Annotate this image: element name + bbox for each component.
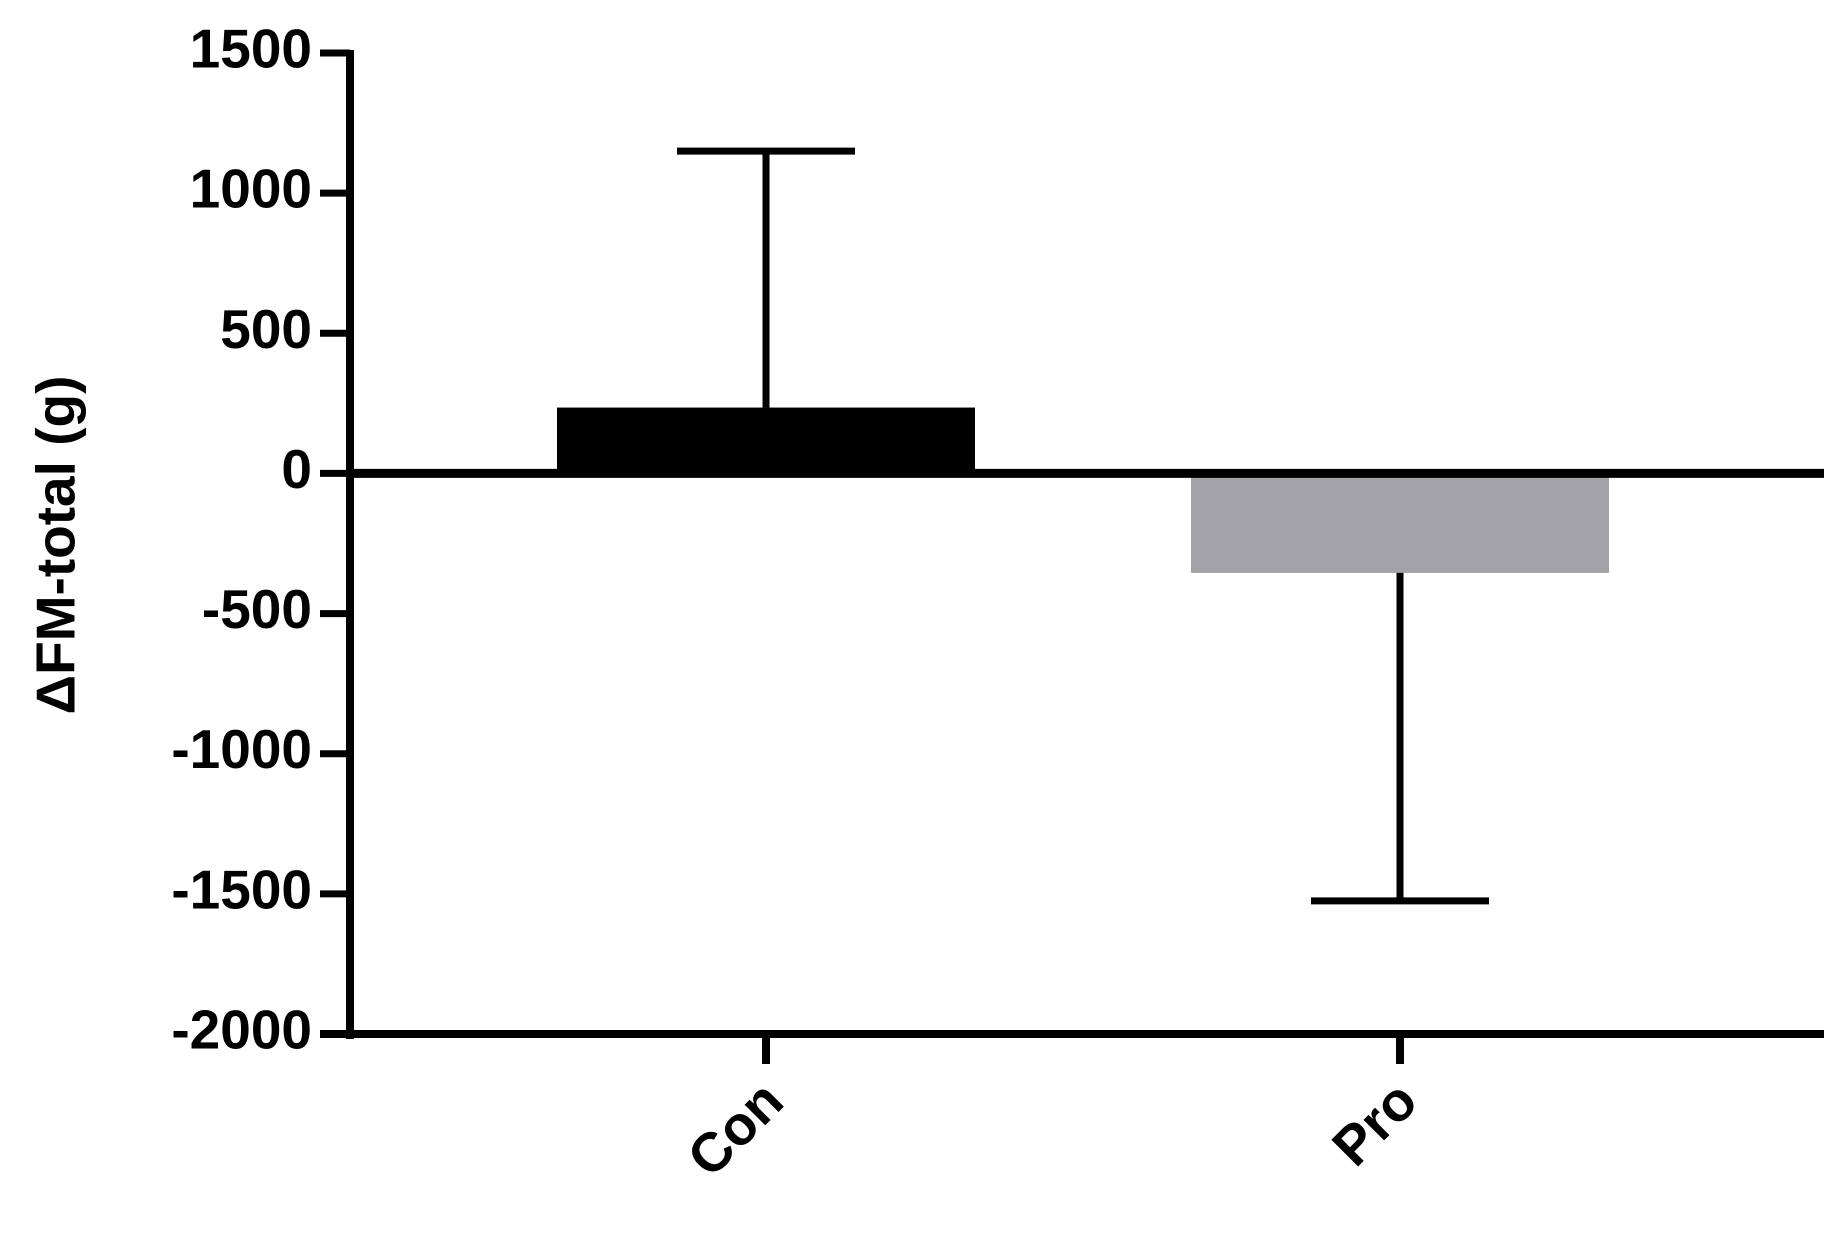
x-tick-label: Pro bbox=[1320, 1069, 1429, 1178]
y-tick-label: -1500 bbox=[171, 858, 312, 920]
x-tick-label: Con bbox=[675, 1069, 794, 1188]
bar bbox=[557, 407, 975, 474]
bar bbox=[1191, 473, 1609, 573]
y-tick-label: 500 bbox=[220, 298, 312, 360]
y-tick-label: 1000 bbox=[190, 158, 312, 220]
y-tick-label: 1500 bbox=[190, 18, 312, 80]
y-tick-label: -1000 bbox=[171, 718, 312, 780]
y-tick-label: -500 bbox=[202, 578, 312, 640]
error-bar bbox=[1311, 572, 1489, 905]
y-axis-label: ΔFM-total (g) bbox=[25, 376, 87, 715]
y-tick-label: 0 bbox=[281, 438, 312, 500]
y-tick-label: -2000 bbox=[171, 999, 312, 1061]
error-bar bbox=[677, 147, 855, 408]
